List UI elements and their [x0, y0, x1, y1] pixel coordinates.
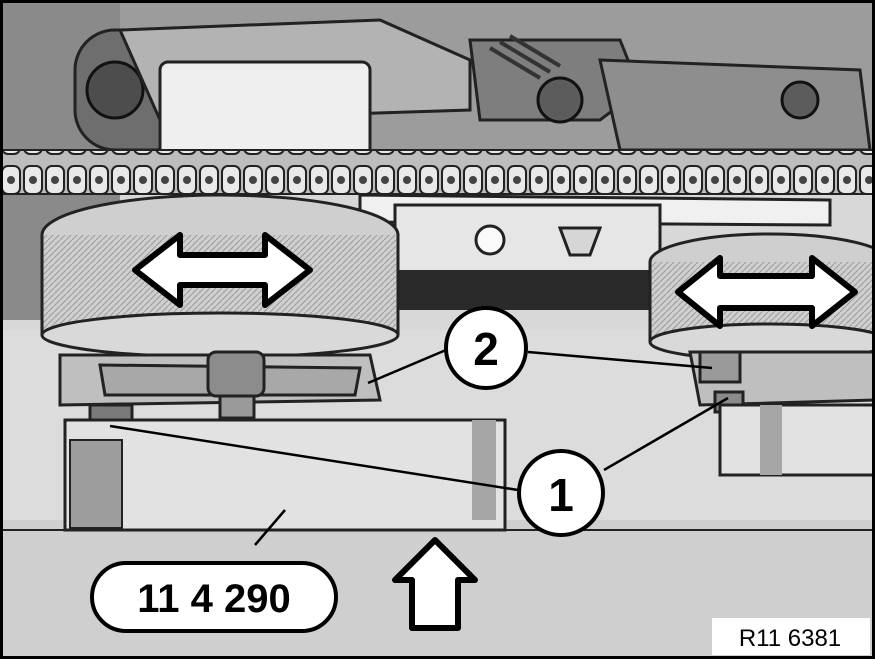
up-arrow-icon: [392, 537, 478, 631]
timing-chain: [0, 149, 875, 195]
tool-number-text: 11 4 290: [137, 577, 291, 621]
figure-code-box: R11 6381: [712, 618, 870, 655]
callout-2-label: 2: [473, 323, 499, 375]
callout-1: 1: [517, 449, 605, 537]
double-arrow-icon: [675, 255, 858, 329]
figure-code-text: R11 6381: [739, 625, 841, 652]
leader-lines: [109, 348, 729, 546]
callout-1-label: 1: [548, 469, 574, 521]
double-arrow-icon: [132, 232, 313, 308]
tool-number-label: 11 4 290: [90, 561, 338, 633]
special-tool-body: [63, 418, 507, 532]
callout-2: 2: [444, 306, 528, 390]
